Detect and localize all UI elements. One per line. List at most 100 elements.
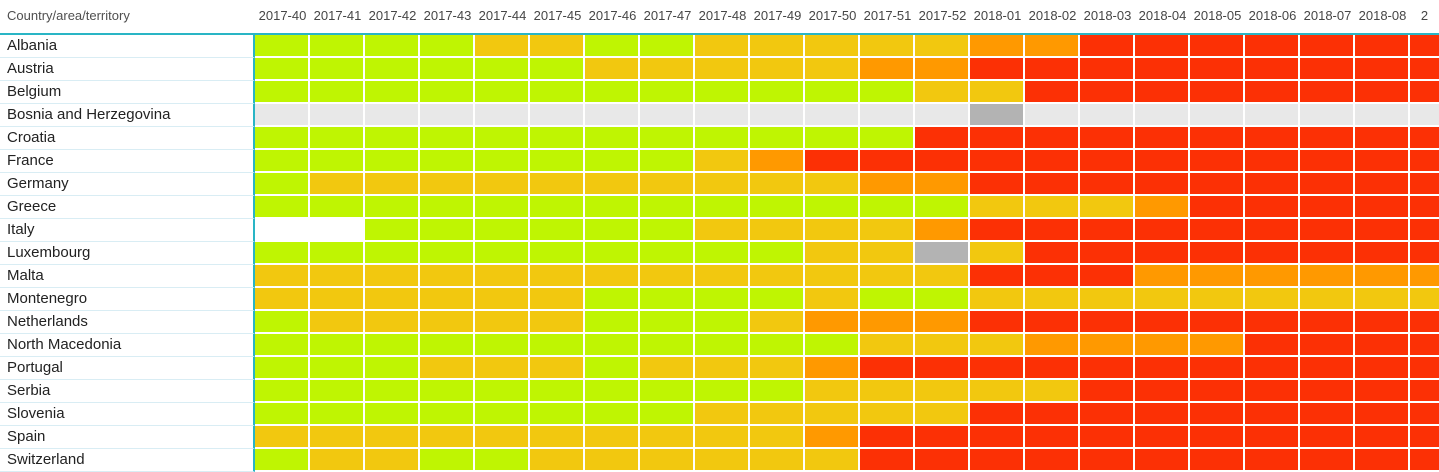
heatmap-cell[interactable] bbox=[860, 219, 915, 242]
column-header-2017-41[interactable]: 2017-41 bbox=[310, 0, 365, 35]
heatmap-cell[interactable] bbox=[585, 449, 640, 472]
heatmap-cell[interactable] bbox=[255, 196, 310, 219]
heatmap-cell[interactable] bbox=[1245, 403, 1300, 426]
heatmap-cell[interactable] bbox=[420, 380, 475, 403]
heatmap-cell[interactable] bbox=[970, 311, 1025, 334]
heatmap-cell[interactable] bbox=[310, 127, 365, 150]
heatmap-cell[interactable] bbox=[750, 173, 805, 196]
heatmap-cell[interactable] bbox=[805, 403, 860, 426]
heatmap-cell[interactable] bbox=[585, 150, 640, 173]
heatmap-cell[interactable] bbox=[1245, 127, 1300, 150]
heatmap-cell[interactable] bbox=[970, 403, 1025, 426]
heatmap-cell[interactable] bbox=[1410, 403, 1439, 426]
column-header-2017-45[interactable]: 2017-45 bbox=[530, 0, 585, 35]
heatmap-cell[interactable] bbox=[695, 426, 750, 449]
heatmap-cell[interactable] bbox=[585, 265, 640, 288]
heatmap-cell[interactable] bbox=[805, 357, 860, 380]
heatmap-cell[interactable] bbox=[750, 219, 805, 242]
heatmap-cell[interactable] bbox=[695, 449, 750, 472]
heatmap-cell[interactable] bbox=[310, 196, 365, 219]
heatmap-cell[interactable] bbox=[1410, 173, 1439, 196]
heatmap-cell[interactable] bbox=[1025, 196, 1080, 219]
heatmap-cell[interactable] bbox=[1300, 127, 1355, 150]
heatmap-cell[interactable] bbox=[1190, 219, 1245, 242]
heatmap-cell[interactable] bbox=[695, 380, 750, 403]
heatmap-cell[interactable] bbox=[1355, 35, 1410, 58]
heatmap-cell[interactable] bbox=[1025, 81, 1080, 104]
heatmap-cell[interactable] bbox=[1080, 265, 1135, 288]
column-header-2017-50[interactable]: 2017-50 bbox=[805, 0, 860, 35]
heatmap-cell[interactable] bbox=[1300, 150, 1355, 173]
heatmap-cell[interactable] bbox=[365, 288, 420, 311]
row-label-slovenia[interactable]: Slovenia bbox=[0, 403, 255, 426]
heatmap-cell[interactable] bbox=[750, 104, 805, 127]
heatmap-cell[interactable] bbox=[695, 173, 750, 196]
heatmap-cell[interactable] bbox=[640, 35, 695, 58]
heatmap-cell[interactable] bbox=[1245, 265, 1300, 288]
heatmap-cell[interactable] bbox=[1355, 288, 1410, 311]
row-label-belgium[interactable]: Belgium bbox=[0, 81, 255, 104]
heatmap-cell[interactable] bbox=[1080, 242, 1135, 265]
heatmap-cell[interactable] bbox=[530, 196, 585, 219]
heatmap-cell[interactable] bbox=[1025, 242, 1080, 265]
heatmap-cell[interactable] bbox=[1410, 380, 1439, 403]
heatmap-cell[interactable] bbox=[1190, 380, 1245, 403]
heatmap-cell[interactable] bbox=[860, 357, 915, 380]
heatmap-cell[interactable] bbox=[1190, 104, 1245, 127]
heatmap-cell[interactable] bbox=[420, 173, 475, 196]
heatmap-cell[interactable] bbox=[1300, 357, 1355, 380]
heatmap-cell[interactable] bbox=[750, 380, 805, 403]
row-label-austria[interactable]: Austria bbox=[0, 58, 255, 81]
heatmap-cell[interactable] bbox=[475, 58, 530, 81]
heatmap-cell[interactable] bbox=[805, 219, 860, 242]
heatmap-cell[interactable] bbox=[695, 150, 750, 173]
heatmap-cell[interactable] bbox=[640, 403, 695, 426]
column-header-2018-04[interactable]: 2018-04 bbox=[1135, 0, 1190, 35]
heatmap-cell[interactable] bbox=[585, 288, 640, 311]
column-header-2017-43[interactable]: 2017-43 bbox=[420, 0, 475, 35]
heatmap-cell[interactable] bbox=[255, 357, 310, 380]
heatmap-cell[interactable] bbox=[585, 104, 640, 127]
heatmap-cell[interactable] bbox=[475, 150, 530, 173]
heatmap-cell[interactable] bbox=[640, 288, 695, 311]
heatmap-cell[interactable] bbox=[750, 265, 805, 288]
heatmap-cell[interactable] bbox=[475, 357, 530, 380]
heatmap-cell[interactable] bbox=[255, 127, 310, 150]
row-label-serbia[interactable]: Serbia bbox=[0, 380, 255, 403]
heatmap-cell[interactable] bbox=[970, 242, 1025, 265]
row-label-switzerland[interactable]: Switzerland bbox=[0, 449, 255, 472]
heatmap-cell[interactable] bbox=[310, 288, 365, 311]
heatmap-cell[interactable] bbox=[1025, 219, 1080, 242]
heatmap-cell[interactable] bbox=[860, 81, 915, 104]
heatmap-cell[interactable] bbox=[750, 334, 805, 357]
heatmap-cell[interactable] bbox=[805, 265, 860, 288]
heatmap-cell[interactable] bbox=[805, 449, 860, 472]
heatmap-cell[interactable] bbox=[1135, 357, 1190, 380]
heatmap-cell[interactable] bbox=[805, 242, 860, 265]
row-label-north-macedonia[interactable]: North Macedonia bbox=[0, 334, 255, 357]
heatmap-cell[interactable] bbox=[750, 150, 805, 173]
heatmap-cell[interactable] bbox=[1135, 58, 1190, 81]
heatmap-cell[interactable] bbox=[805, 334, 860, 357]
heatmap-cell[interactable] bbox=[365, 403, 420, 426]
heatmap-cell[interactable] bbox=[1300, 219, 1355, 242]
heatmap-cell[interactable] bbox=[475, 311, 530, 334]
heatmap-cell[interactable] bbox=[695, 357, 750, 380]
heatmap-cell[interactable] bbox=[1355, 449, 1410, 472]
column-header-2018-07[interactable]: 2018-07 bbox=[1300, 0, 1355, 35]
heatmap-cell[interactable] bbox=[860, 104, 915, 127]
heatmap-cell[interactable] bbox=[420, 104, 475, 127]
heatmap-cell[interactable] bbox=[915, 196, 970, 219]
column-header-2017-47[interactable]: 2017-47 bbox=[640, 0, 695, 35]
heatmap-cell[interactable] bbox=[420, 334, 475, 357]
heatmap-cell[interactable] bbox=[1410, 357, 1439, 380]
heatmap-cell[interactable] bbox=[1245, 81, 1300, 104]
heatmap-cell[interactable] bbox=[640, 104, 695, 127]
heatmap-cell[interactable] bbox=[1135, 265, 1190, 288]
heatmap-cell[interactable] bbox=[1245, 242, 1300, 265]
heatmap-cell[interactable] bbox=[1245, 288, 1300, 311]
heatmap-cell[interactable] bbox=[805, 380, 860, 403]
heatmap-cell[interactable] bbox=[915, 288, 970, 311]
heatmap-cell[interactable] bbox=[1355, 196, 1410, 219]
heatmap-cell[interactable] bbox=[475, 265, 530, 288]
